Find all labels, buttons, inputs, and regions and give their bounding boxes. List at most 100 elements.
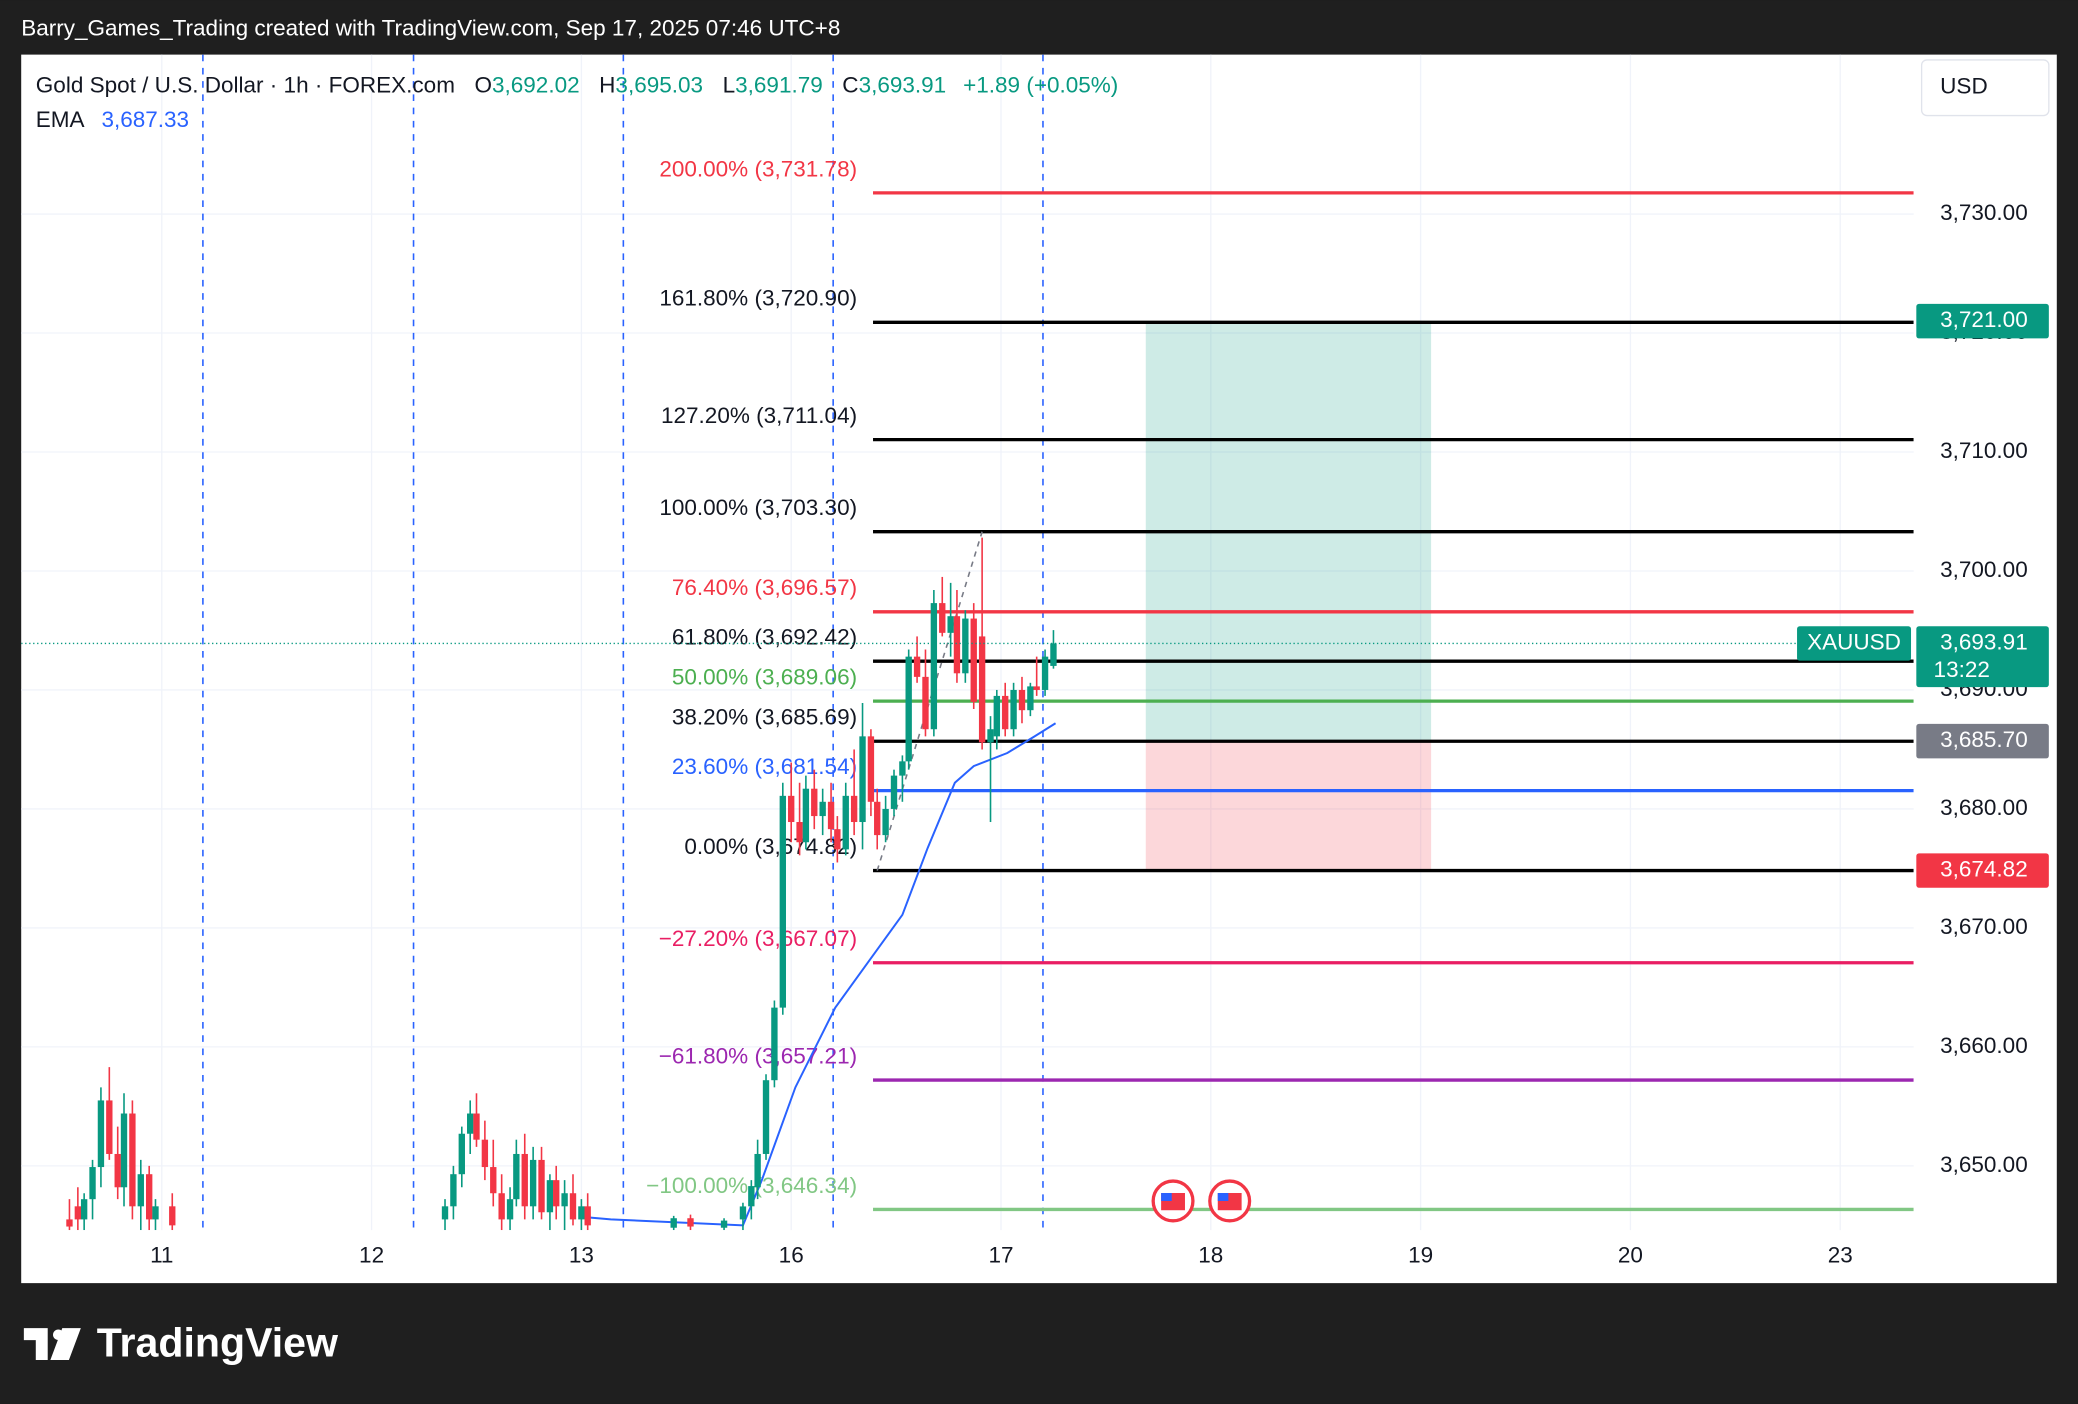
currency-box[interactable] [1920,59,2050,117]
candle-body [1018,689,1026,711]
ohlc-value: 3,691.79 [735,72,823,97]
candle-body [473,1113,480,1140]
price-badge [1916,723,2049,759]
candle-body [788,795,795,823]
price-badge-label: 3,693.91 [1940,629,2028,654]
candle-body [905,656,912,762]
candle-body [1002,695,1009,730]
candle-body [922,676,929,730]
price-badge-label: 3,685.70 [1940,727,2028,752]
candle-body [538,1159,545,1213]
fib-label: 38.20% (3,685.69) [672,705,857,730]
x-tick-label: 20 [1618,1243,1643,1268]
fib-label: −27.20% (3,667.07) [659,926,857,951]
candle-body [930,603,938,730]
fib-label: 161.80% (3,720.90) [659,286,857,311]
logo-dot [53,1329,64,1341]
countdown: 13:22 [1934,657,1990,682]
candle-body [978,636,986,743]
candle-body [553,1180,560,1207]
x-tick-label: 12 [359,1243,384,1268]
fib-label: 0.00% (3,674.82) [684,834,857,859]
candle-body [521,1153,528,1207]
candle-body [74,1206,82,1220]
candle-body [687,1218,694,1227]
candle-body [441,1206,449,1220]
candle-body [97,1100,105,1168]
candle-body [739,1206,747,1220]
candle-body [467,1113,474,1134]
candle-body [796,822,803,843]
candle-body [1041,656,1049,690]
event-flag-canton [1217,1193,1229,1201]
attribution: Barry_Games_Trading created with Trading… [21,15,840,40]
candle-body [771,1007,778,1081]
symbol-badge [1797,626,1912,661]
candle-body [106,1100,113,1154]
candle-body [578,1206,585,1220]
price-badge [1916,626,2049,688]
y-tick-label: 3,680.00 [1940,795,2028,820]
candle-body [529,1159,537,1207]
candle-body [802,788,810,843]
candle-body [66,1219,73,1227]
candle-body [114,1153,121,1188]
candle-body [137,1174,144,1207]
candle-body [169,1206,176,1226]
currency[interactable]: USD [1940,74,1988,99]
logo-icon [23,1328,81,1360]
y-tick-label: 3,650.00 [1940,1152,2028,1177]
candle-body [987,729,994,743]
axes: 11 12 13 16 17 18 19 20 23 3,650.00 3,660.00 3,670.… [150,200,2049,1268]
price-badge-label: 3,721.00 [1940,307,2028,332]
x-tick-label: 16 [779,1243,804,1268]
candle-body [819,801,826,817]
brand: TradingView [97,1319,339,1365]
candle-body [498,1193,505,1220]
ohlc-value: 3,693.91 [859,72,947,97]
candle-body [899,761,906,776]
candle-body [450,1174,457,1207]
candle-body [1027,686,1034,711]
candle-body [811,788,818,817]
legend-line: Gold Spot / U.S. Dollar · 1h · FOREX.com… [36,72,1119,97]
x-tick-label: 11 [150,1243,173,1268]
loss-zone [1145,741,1432,871]
candle-body [1010,689,1017,730]
x-tick-label: 18 [1198,1243,1223,1268]
price-badge-label: 3,674.82 [1940,857,2028,882]
fib-label: 23.60% (3,681.54) [672,754,857,779]
candle-body [490,1167,497,1194]
ohlc-label: C [842,72,858,97]
y-tick-label: 3,660.00 [1940,1033,2028,1058]
candle-body [913,656,921,677]
ema-label: EMA [36,107,85,132]
candle-body [970,618,977,702]
candle-body [867,736,875,802]
ohlc-label: H [599,72,615,97]
fib-label: 76.40% (3,696.57) [672,575,857,600]
candle-body [720,1220,728,1228]
candle-body [89,1167,96,1200]
candle-body [670,1218,677,1228]
y-tick-label: 3,710.00 [1940,438,2028,463]
candle-body [152,1206,159,1220]
candle-body [842,795,849,850]
candle-body [569,1193,577,1220]
candle-body [947,616,954,633]
candle-body [506,1199,514,1220]
candle-body [458,1133,465,1175]
x-tick-label: 17 [988,1243,1013,1268]
candle-body [850,795,858,823]
ema-value: 3,687.33 [101,107,189,132]
candle-body [834,829,841,850]
symbol-label: XAUUSD [1807,629,1901,654]
candle-body [546,1180,554,1213]
ohlc-value: 3,695.03 [615,72,703,97]
candle-body [120,1113,128,1188]
candle-body [748,1186,755,1207]
candle-body [890,775,898,809]
fib-label: 50.00% (3,689.06) [672,665,857,690]
